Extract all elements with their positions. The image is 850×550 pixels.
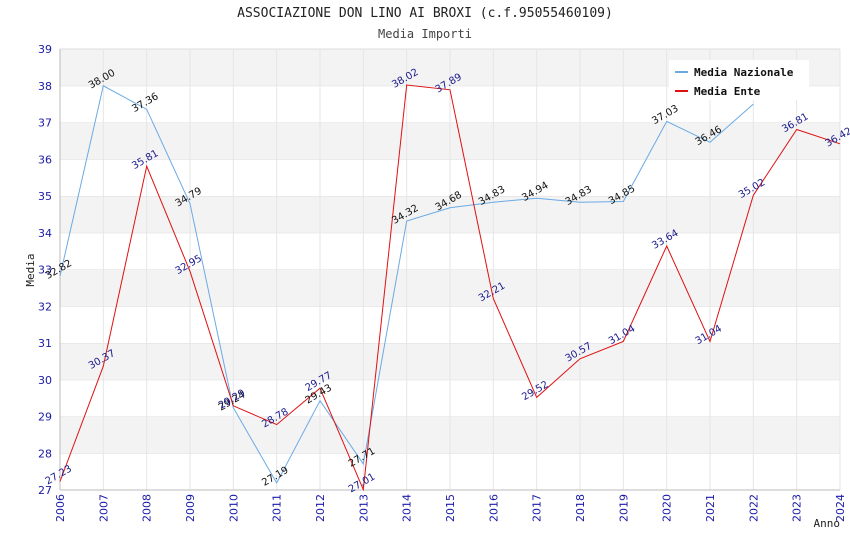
legend: Media Nazionale Media Ente: [669, 60, 809, 100]
y-tick-label: 30: [38, 374, 52, 387]
x-tick-label: 2020: [661, 494, 674, 522]
series-line: [59, 84, 841, 492]
x-axis-title: Anno: [814, 517, 841, 530]
y-tick-label: 32: [38, 300, 52, 313]
y-tick-label: 27: [38, 484, 52, 497]
x-tick-label: 2024: [834, 494, 847, 522]
x-tick-label: 2019: [617, 494, 630, 522]
chart-title: ASSOCIAZIONE DON LINO AI BROXI (c.f.9505…: [237, 6, 613, 21]
y-tick-label: 39: [38, 43, 52, 56]
y-tick-label: 36: [38, 153, 52, 166]
legend-box: [669, 60, 809, 100]
x-tick-label: 2013: [357, 494, 370, 522]
x-tick-label: 2014: [401, 494, 414, 522]
y-tick-label: 31: [38, 337, 52, 350]
x-tick-label: 2016: [487, 494, 500, 522]
x-tick-label: 2023: [791, 494, 804, 522]
y-tick-label: 29: [38, 411, 52, 424]
axes: [59, 49, 840, 491]
y-tick-label: 35: [38, 190, 52, 203]
x-tick-label: 2010: [227, 494, 240, 522]
x-tick-label: 2017: [531, 494, 544, 522]
grid-bands: [59, 48, 841, 490]
x-tick-label: 2022: [747, 494, 760, 522]
y-tick-label: 28: [38, 447, 52, 460]
x-tick-label: 2021: [704, 494, 717, 522]
legend-entry: Media Nazionale: [694, 66, 794, 79]
x-tick-label: 2018: [574, 494, 587, 522]
x-tick-label: 2012: [314, 494, 327, 522]
x-tick-label: 2009: [184, 494, 197, 522]
x-tick-label: 2008: [141, 494, 154, 522]
y-tick-label: 34: [38, 227, 52, 240]
y-tick-label: 33: [38, 264, 52, 277]
x-tick-label: 2006: [54, 494, 67, 522]
legend-entry: Media Ente: [694, 85, 761, 98]
y-axis-title: Media: [24, 253, 37, 286]
series-lines: [59, 84, 841, 492]
x-tick-label: 2011: [271, 494, 284, 522]
series-line: [59, 85, 754, 485]
x-tick-label: 2015: [444, 494, 457, 522]
y-tick-label: 37: [38, 117, 52, 130]
chart-subtitle: Media Importi: [378, 27, 472, 41]
y-tick-label: 38: [38, 80, 52, 93]
x-tick-label: 2007: [97, 494, 110, 522]
tick-labels: 27 28 29 30 31 32 33 34 35 36 37 38 39 2006 2007 2008 20…: [38, 43, 847, 522]
